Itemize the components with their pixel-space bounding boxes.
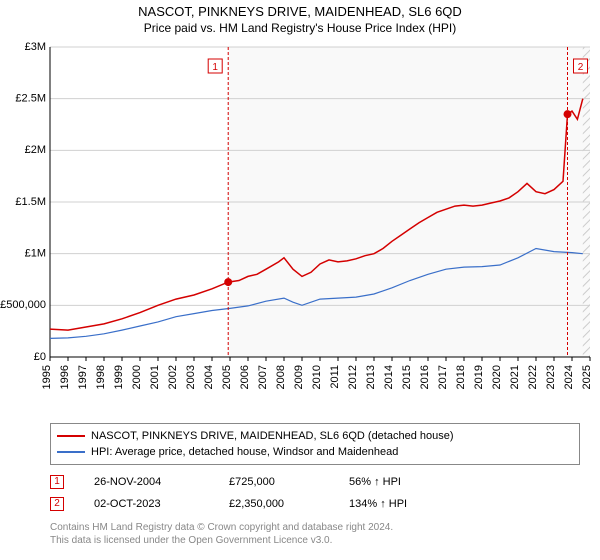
svg-text:2001: 2001	[149, 365, 161, 389]
svg-text:2008: 2008	[275, 365, 287, 389]
footer: Contains HM Land Registry data © Crown c…	[50, 521, 580, 547]
footer-line-2: This data is licensed under the Open Gov…	[50, 534, 580, 547]
svg-text:2009: 2009	[293, 365, 305, 389]
marker-table: 1 26-NOV-2004 £725,000 56% ↑ HPI 2 02-OCT-202…	[50, 471, 580, 515]
marker-date: 26-NOV-2004	[94, 471, 199, 493]
svg-text:2011: 2011	[329, 365, 341, 389]
svg-text:£3M: £3M	[25, 41, 46, 53]
svg-text:2000: 2000	[131, 365, 143, 389]
line-chart: £0 £500,000 £1M £1.5M £2M £2.5M £3M 1995 1996 199…	[0, 37, 600, 417]
svg-text:£2M: £2M	[25, 144, 46, 156]
svg-text:2005: 2005	[221, 365, 233, 389]
legend-label: NASCOT, PINKNEYS DRIVE, MAIDENHEAD, SL6 …	[91, 428, 454, 444]
svg-text:1997: 1997	[77, 365, 89, 389]
svg-text:2010: 2010	[311, 365, 323, 389]
svg-text:2019: 2019	[473, 365, 485, 389]
svg-text:1998: 1998	[95, 365, 107, 389]
marker-price: £2,350,000	[229, 493, 319, 515]
svg-text:1999: 1999	[113, 365, 125, 389]
svg-text:2017: 2017	[437, 365, 449, 389]
marker-date: 02-OCT-2023	[94, 493, 199, 515]
svg-text:£1M: £1M	[25, 248, 46, 260]
svg-text:2023: 2023	[545, 365, 557, 389]
legend-item: NASCOT, PINKNEYS DRIVE, MAIDENHEAD, SL6 …	[57, 428, 573, 444]
svg-text:2002: 2002	[167, 365, 179, 389]
marker-pct: 56% ↑ HPI	[349, 471, 439, 493]
svg-text:2004: 2004	[203, 365, 215, 389]
svg-text:2012: 2012	[347, 365, 359, 389]
legend-label: HPI: Average price, detached house, Wind…	[91, 444, 398, 460]
footer-line-1: Contains HM Land Registry data © Crown c…	[50, 521, 580, 534]
legend-item: HPI: Average price, detached house, Wind…	[57, 444, 573, 460]
svg-text:2: 2	[578, 62, 584, 73]
chart-area: £0 £500,000 £1M £1.5M £2M £2.5M £3M 1995 1996 199…	[0, 37, 600, 417]
marker-row: 1 26-NOV-2004 £725,000 56% ↑ HPI	[50, 471, 580, 493]
legend-swatch	[57, 435, 85, 437]
svg-text:2006: 2006	[239, 365, 251, 389]
marker-badge: 2	[50, 497, 64, 511]
svg-text:2013: 2013	[365, 365, 377, 389]
svg-text:£0: £0	[34, 351, 46, 363]
chart-title: NASCOT, PINKNEYS DRIVE, MAIDENHEAD, SL6 …	[0, 4, 600, 19]
svg-text:2003: 2003	[185, 365, 197, 389]
legend-swatch	[57, 451, 85, 453]
svg-text:1996: 1996	[59, 365, 71, 389]
marker-price: £725,000	[229, 471, 319, 493]
svg-text:£500,000: £500,000	[0, 299, 46, 311]
svg-text:2022: 2022	[527, 365, 539, 389]
svg-text:2025: 2025	[581, 365, 593, 389]
svg-text:2020: 2020	[491, 365, 503, 389]
svg-text:2018: 2018	[455, 365, 467, 389]
svg-text:2007: 2007	[257, 365, 269, 389]
legend: NASCOT, PINKNEYS DRIVE, MAIDENHEAD, SL6 …	[50, 423, 580, 465]
svg-text:£1.5M: £1.5M	[15, 196, 46, 208]
marker-badge: 1	[50, 475, 64, 489]
marker-row: 2 02-OCT-2023 £2,350,000 134% ↑ HPI	[50, 493, 580, 515]
svg-text:2015: 2015	[401, 365, 413, 389]
chart-subtitle: Price paid vs. HM Land Registry's House …	[0, 21, 600, 35]
title-block: NASCOT, PINKNEYS DRIVE, MAIDENHEAD, SL6 …	[0, 0, 600, 37]
svg-text:2024: 2024	[563, 365, 575, 389]
svg-text:1: 1	[212, 62, 218, 73]
svg-text:£2.5M: £2.5M	[15, 93, 46, 105]
svg-text:1995: 1995	[41, 365, 53, 389]
svg-text:2014: 2014	[383, 365, 395, 389]
svg-text:2016: 2016	[419, 365, 431, 389]
marker-pct: 134% ↑ HPI	[349, 493, 439, 515]
svg-text:2021: 2021	[509, 365, 521, 389]
